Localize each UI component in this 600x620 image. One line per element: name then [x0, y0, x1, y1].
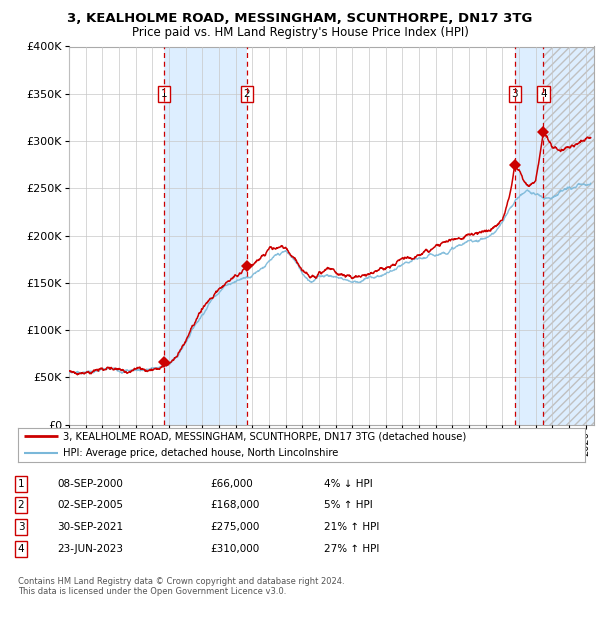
Text: 08-SEP-2000: 08-SEP-2000: [57, 479, 123, 489]
Text: 21% ↑ HPI: 21% ↑ HPI: [324, 522, 379, 532]
Bar: [164, 46, 247, 425]
Text: £275,000: £275,000: [210, 522, 259, 532]
Text: This data is licensed under the Open Government Licence v3.0.: This data is licensed under the Open Gov…: [18, 587, 286, 596]
Text: 4: 4: [540, 89, 547, 99]
Text: 3: 3: [17, 522, 25, 532]
Text: 3: 3: [512, 89, 518, 99]
Text: 5% ↑ HPI: 5% ↑ HPI: [324, 500, 373, 510]
Text: £66,000: £66,000: [210, 479, 253, 489]
Text: 30-SEP-2021: 30-SEP-2021: [57, 522, 123, 532]
Text: 02-SEP-2005: 02-SEP-2005: [57, 500, 123, 510]
Text: 4% ↓ HPI: 4% ↓ HPI: [324, 479, 373, 489]
Text: 3, KEALHOLME ROAD, MESSINGHAM, SCUNTHORPE, DN17 3TG (detached house): 3, KEALHOLME ROAD, MESSINGHAM, SCUNTHORP…: [64, 432, 467, 441]
Bar: [544, 46, 594, 425]
Text: 1: 1: [17, 479, 25, 489]
Text: £168,000: £168,000: [210, 500, 259, 510]
Bar: [544, 46, 594, 425]
Text: 3, KEALHOLME ROAD, MESSINGHAM, SCUNTHORPE, DN17 3TG: 3, KEALHOLME ROAD, MESSINGHAM, SCUNTHORP…: [67, 12, 533, 25]
Text: 4: 4: [17, 544, 25, 554]
Text: 2: 2: [17, 500, 25, 510]
Bar: [515, 46, 544, 425]
Text: 1: 1: [161, 89, 167, 99]
Text: Price paid vs. HM Land Registry's House Price Index (HPI): Price paid vs. HM Land Registry's House …: [131, 26, 469, 39]
Text: Contains HM Land Registry data © Crown copyright and database right 2024.: Contains HM Land Registry data © Crown c…: [18, 577, 344, 586]
Text: 27% ↑ HPI: 27% ↑ HPI: [324, 544, 379, 554]
Text: 2: 2: [244, 89, 250, 99]
Text: 23-JUN-2023: 23-JUN-2023: [57, 544, 123, 554]
Text: £310,000: £310,000: [210, 544, 259, 554]
Text: HPI: Average price, detached house, North Lincolnshire: HPI: Average price, detached house, Nort…: [64, 448, 339, 458]
